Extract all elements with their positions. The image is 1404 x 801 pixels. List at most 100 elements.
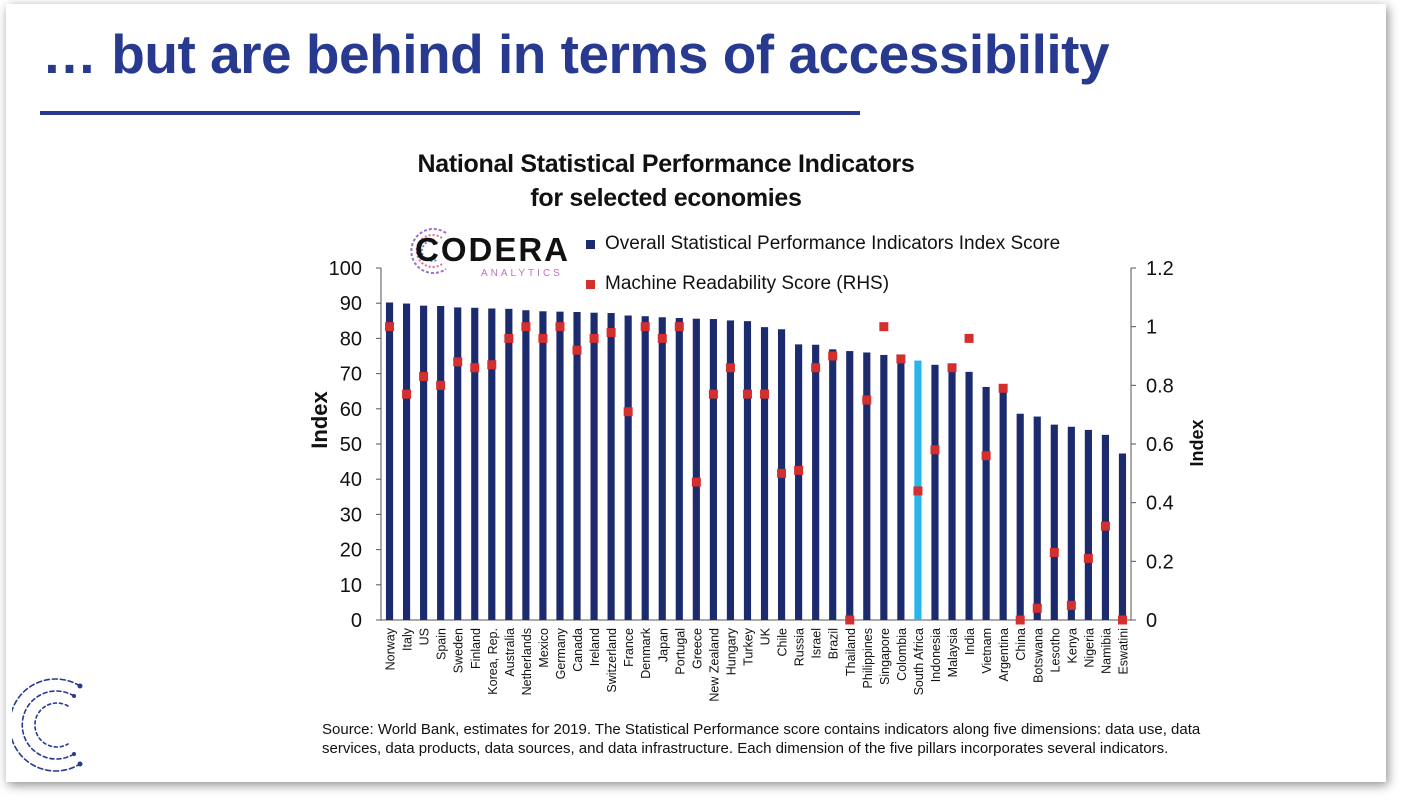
x-tick-label: Norway (384, 627, 398, 670)
y-tick-label: 50 (340, 434, 362, 456)
x-tick-label: China (1014, 628, 1028, 661)
bar-2 (420, 305, 428, 620)
marker-23 (777, 468, 787, 478)
chart-title: National Statistical Performance Indicat… (356, 147, 976, 215)
y2-tick-label: 0.6 (1146, 434, 1174, 456)
marker-8 (521, 322, 531, 332)
x-tick-label: Eswatini (1116, 628, 1130, 675)
slide-title: … but are behind in terms of accessibili… (42, 23, 1110, 85)
marker-2 (419, 372, 429, 382)
marker-33 (947, 363, 957, 373)
y-tick-label: 60 (340, 399, 362, 421)
bar-3 (437, 306, 445, 620)
marker-26 (828, 351, 838, 361)
x-tick-label: Malaysia (946, 628, 960, 677)
bar-41 (1084, 429, 1092, 620)
x-tick-label: US (418, 628, 432, 645)
y-tick-label: 70 (340, 364, 362, 386)
marker-21 (742, 389, 752, 399)
marker-34 (964, 333, 974, 343)
marker-18 (691, 477, 701, 487)
x-tick-label: Turkey (741, 627, 755, 665)
bar-38 (1033, 416, 1041, 620)
bar-12 (590, 312, 598, 620)
x-tick-label: Finland (469, 628, 483, 669)
marker-11 (572, 345, 582, 355)
marker-6 (487, 360, 497, 370)
bar-17 (675, 317, 683, 620)
marker-5 (470, 363, 480, 373)
bar-11 (573, 312, 581, 620)
title-divider (40, 111, 860, 115)
marker-16 (657, 333, 667, 343)
marker-14 (623, 407, 633, 417)
x-tick-label: Israel (810, 628, 824, 659)
logo-wordmark: CODERA (415, 231, 571, 268)
bar-1 (402, 303, 411, 620)
marker-37 (1015, 615, 1025, 625)
marker-35 (981, 451, 991, 461)
marker-39 (1049, 548, 1059, 558)
marker-27 (845, 615, 855, 625)
bar-26 (829, 349, 837, 620)
bar-34 (965, 371, 973, 620)
bar-27 (846, 351, 854, 620)
x-tick-label: France (622, 628, 636, 667)
marker-7 (504, 333, 514, 343)
marker-40 (1066, 600, 1076, 610)
x-tick-label: Ireland (588, 628, 602, 666)
y-tick-label: 100 (329, 258, 362, 280)
x-tick-label: UK (759, 627, 773, 645)
x-tick-label: Australia (503, 628, 517, 677)
marker-17 (674, 322, 684, 332)
y-tick-label: 0 (351, 610, 362, 632)
bar-4 (454, 307, 462, 620)
x-tick-label: Vietnam (980, 628, 994, 674)
source-note: Source: World Bank, estimates for 2019. … (322, 721, 1201, 757)
bar-22 (760, 327, 769, 620)
marker-12 (589, 333, 599, 343)
bar-9 (539, 311, 547, 620)
x-tick-label: Thailand (844, 628, 858, 676)
bar-25 (812, 344, 820, 620)
x-tick-label: South Africa (912, 628, 926, 695)
x-tick-label: Philippines (861, 628, 875, 688)
x-tick-label: Denmark (639, 627, 653, 678)
x-tick-label: Korea, Rep. (486, 628, 500, 695)
x-tick-label: Lesotho (1048, 628, 1062, 673)
marker-9 (538, 333, 548, 343)
bar-39 (1050, 424, 1058, 620)
bar-30 (897, 355, 905, 620)
x-tick-label: Brazil (827, 628, 841, 659)
bar-18 (692, 318, 700, 620)
codera-logo-mark-icon (410, 228, 447, 274)
y2-axis-title: Index (1187, 419, 1207, 466)
y2-tick-label: 1 (1146, 317, 1157, 339)
bar-40 (1067, 426, 1075, 620)
x-tick-label: New Zealand (707, 628, 721, 702)
corner-logo-icon (12, 678, 83, 772)
x-tick-label: Canada (571, 628, 585, 672)
bar-21 (743, 321, 752, 620)
legend-item-machine-readability: Machine Readability Score (RHS) (586, 273, 1060, 313)
x-tick-label: Singapore (878, 628, 892, 685)
x-tick-label: Russia (793, 628, 807, 666)
bar-24 (795, 344, 803, 620)
y2-tick-label: 0.2 (1146, 551, 1174, 573)
x-tick-label: Hungary (724, 627, 738, 675)
y2-tick-label: 1.2 (1146, 258, 1174, 280)
x-tick-label: Mexico (537, 628, 551, 668)
x-tick-label: Botswana (1031, 628, 1045, 683)
legend-item-index-score: Overall Statistical Performance Indicato… (586, 233, 1060, 273)
bar-28 (863, 352, 871, 620)
x-tick-label: Italy (401, 627, 415, 651)
y2-tick-label: 0.8 (1146, 375, 1174, 397)
bar-37 (1016, 413, 1024, 620)
marker-13 (606, 328, 616, 338)
x-tick-label: India (963, 628, 977, 655)
x-tick-label: Germany (554, 627, 568, 679)
marker-19 (708, 389, 718, 399)
bar-33 (948, 365, 956, 620)
marker-31 (913, 486, 923, 496)
x-tick-label: Netherlands (520, 628, 534, 695)
